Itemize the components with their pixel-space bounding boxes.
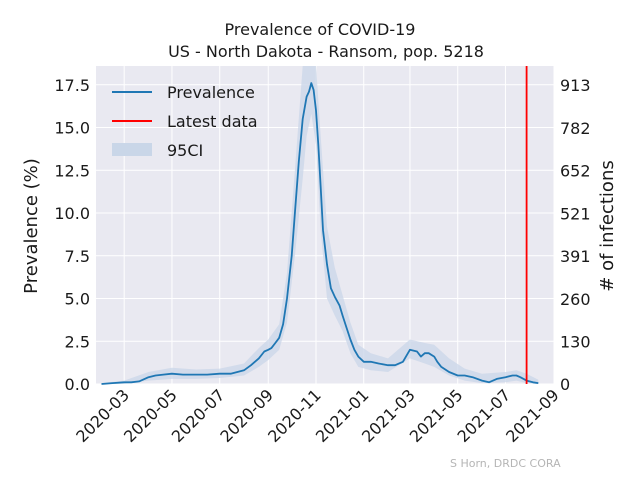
chart-title: Prevalence of COVID-19 <box>225 20 416 39</box>
y2-tick-label-0: 0 <box>560 375 570 394</box>
legend-label-prevalence: Prevalence <box>167 83 255 102</box>
y2-tick-label-1: 130 <box>560 332 591 351</box>
y-tick-label-0: 0.0 <box>65 375 90 394</box>
x-tick-label-9: 2021-09 <box>502 385 563 446</box>
legend: Prevalence Latest data 95CI <box>112 83 258 160</box>
y-tick-label-3: 7.5 <box>65 247 90 266</box>
ci-band-layer <box>101 66 539 384</box>
y2-axis-label: # of infections <box>597 160 618 291</box>
y-axis-ticks: 0.0 2.5 5.0 7.5 10.0 12.5 15.0 17.5 <box>54 76 90 394</box>
legend-swatch-95ci <box>112 143 152 156</box>
ci-band <box>101 66 539 384</box>
series-line-prevalence <box>101 82 539 385</box>
x-axis-ticks: 2020-032020-052020-072020-092020-112021-… <box>72 385 563 446</box>
credit-text: S Horn, DRDC CORA <box>450 457 561 470</box>
y-tick-label-7: 17.5 <box>54 76 90 95</box>
y-axis-label: Prevalence (%) <box>21 158 42 294</box>
grid <box>96 66 555 385</box>
y-tick-label-5: 12.5 <box>54 161 90 180</box>
y2-axis-ticks: 0 130 260 391 521 652 782 913 <box>560 76 591 394</box>
y-tick-label-6: 15.0 <box>54 119 90 138</box>
legend-label-95ci: 95CI <box>167 141 203 160</box>
y2-tick-label-4: 521 <box>560 204 591 223</box>
y2-tick-label-6: 782 <box>560 119 591 138</box>
y-tick-label-2: 5.0 <box>65 290 90 309</box>
legend-label-latest-data: Latest data <box>167 112 258 131</box>
y-tick-label-1: 2.5 <box>65 332 90 351</box>
y2-tick-label-2: 260 <box>560 290 591 309</box>
chart-subtitle: US - North Dakota - Ransom, pop. 5218 <box>168 42 484 61</box>
prevalence-line-layer <box>101 82 539 385</box>
y2-tick-label-5: 652 <box>560 161 591 180</box>
y2-tick-label-3: 391 <box>560 247 591 266</box>
y-tick-label-4: 10.0 <box>54 204 90 223</box>
y2-tick-label-7: 913 <box>560 76 591 95</box>
